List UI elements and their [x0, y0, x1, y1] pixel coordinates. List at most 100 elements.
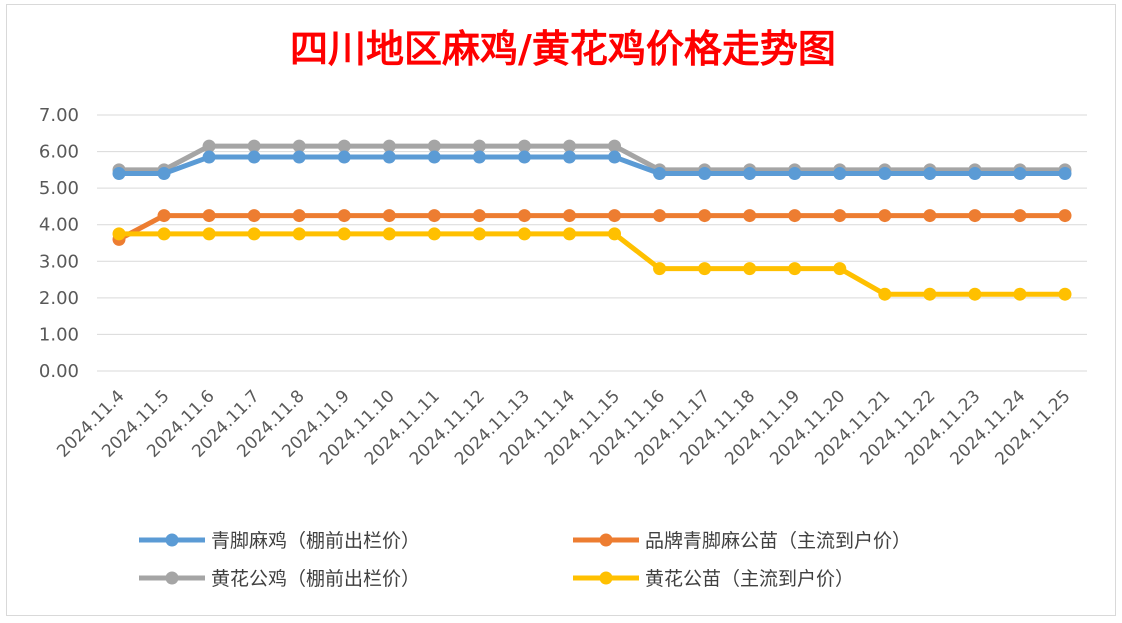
- data-point: [788, 262, 802, 276]
- legend-label: 品牌青脚麻公苗（主流到户价）: [645, 530, 911, 552]
- data-point: [743, 209, 757, 223]
- series-line: [119, 143, 1065, 173]
- y-tick-label: 7.00: [39, 105, 79, 126]
- data-point: [292, 139, 306, 153]
- data-point: [968, 209, 982, 223]
- data-point: [968, 287, 982, 301]
- data-point: [427, 139, 441, 153]
- data-point: [1013, 287, 1027, 301]
- data-point: [698, 209, 712, 223]
- series-line: [119, 231, 1065, 297]
- data-point: [608, 209, 622, 223]
- data-point: [517, 227, 531, 241]
- data-point: [562, 209, 576, 223]
- data-point: [472, 139, 486, 153]
- data-point: [157, 227, 171, 241]
- data-point: [608, 139, 622, 153]
- data-point: [382, 227, 396, 241]
- data-point: [608, 150, 622, 164]
- data-point: [788, 167, 802, 181]
- data-point: [743, 167, 757, 181]
- series-1: [112, 150, 1072, 181]
- data-point: [1058, 209, 1072, 223]
- series-2: [112, 209, 1072, 246]
- legend[interactable]: 青脚麻鸡（棚前出栏价） 品牌青脚麻公苗（主流到户价） 黄花公鸡（棚前出栏价） 黄花公苗…: [139, 530, 911, 590]
- data-point: [112, 167, 126, 181]
- data-point: [247, 139, 261, 153]
- data-point: [698, 262, 712, 276]
- legend-item[interactable]: 黄花公鸡（棚前出栏价）: [139, 568, 420, 590]
- data-point: [247, 150, 261, 164]
- y-tick-label: 5.00: [39, 178, 79, 199]
- data-point: [517, 150, 531, 164]
- data-point: [653, 209, 667, 223]
- data-point: [202, 227, 216, 241]
- data-point: [608, 227, 622, 241]
- legend-item[interactable]: 黄花公苗（主流到户价）: [573, 568, 854, 590]
- series-line: [117, 213, 1065, 242]
- data-point: [562, 139, 576, 153]
- data-point: [202, 139, 216, 153]
- data-point: [472, 227, 486, 241]
- chart-title: 四川地区麻鸡/黄花鸡价格走势图: [290, 26, 836, 71]
- data-point: [202, 150, 216, 164]
- data-point: [1058, 287, 1072, 301]
- data-point: [562, 150, 576, 164]
- data-point: [878, 209, 892, 223]
- data-point: [1013, 209, 1027, 223]
- data-point: [337, 227, 351, 241]
- data-point: [382, 150, 396, 164]
- legend-swatch-marker: [599, 533, 613, 547]
- data-point: [517, 209, 531, 223]
- y-axis-ticks: 0.00 1.00 2.00 3.00 4.00 5.00 6.00 7.00: [39, 105, 79, 382]
- legend-label: 青脚麻鸡（棚前出栏价）: [211, 530, 420, 552]
- data-point: [292, 150, 306, 164]
- y-tick-label: 1.00: [39, 324, 79, 345]
- data-point: [472, 209, 486, 223]
- data-point: [698, 167, 712, 181]
- series-4: [112, 227, 1072, 301]
- x-axis-ticks: 2024.11.42024.11.52024.11.62024.11.72024…: [53, 386, 1074, 469]
- data-point: [923, 287, 937, 301]
- data-point: [337, 139, 351, 153]
- legend-swatch-marker: [165, 571, 179, 585]
- legend-label: 黄花公鸡（棚前出栏价）: [211, 568, 420, 590]
- data-point: [427, 150, 441, 164]
- data-point: [427, 209, 441, 223]
- y-tick-label: 4.00: [39, 215, 79, 236]
- data-point: [112, 227, 126, 241]
- data-point: [562, 227, 576, 241]
- data-point: [833, 209, 847, 223]
- data-point: [788, 209, 802, 223]
- series-line: [119, 154, 1065, 177]
- series-layer: [112, 139, 1072, 301]
- gridlines: [97, 114, 1087, 372]
- data-point: [382, 139, 396, 153]
- y-tick-label: 3.00: [39, 251, 79, 272]
- chart-svg: 四川地区麻鸡/黄花鸡价格走势图 0.00 1.00 2.00 3.00 4.00 5.00…: [39, 26, 1087, 590]
- data-point: [653, 262, 667, 276]
- y-tick-label: 6.00: [39, 142, 79, 163]
- data-point: [923, 167, 937, 181]
- data-point: [1013, 167, 1027, 181]
- legend-item[interactable]: 品牌青脚麻公苗（主流到户价）: [573, 530, 911, 552]
- data-point: [878, 287, 892, 301]
- y-tick-label: 0.00: [39, 361, 79, 382]
- data-point: [247, 227, 261, 241]
- data-point: [292, 227, 306, 241]
- data-point: [968, 167, 982, 181]
- data-point: [923, 209, 937, 223]
- data-point: [382, 209, 396, 223]
- legend-swatch-marker: [599, 571, 613, 585]
- data-point: [833, 167, 847, 181]
- data-point: [743, 262, 757, 276]
- data-point: [337, 150, 351, 164]
- data-point: [427, 227, 441, 241]
- y-tick-label: 2.00: [39, 288, 79, 309]
- chart-frame: 四川地区麻鸡/黄花鸡价格走势图 0.00 1.00 2.00 3.00 4.00 5.00…: [6, 4, 1116, 616]
- data-point: [1058, 167, 1072, 181]
- legend-item[interactable]: 青脚麻鸡（棚前出栏价）: [139, 530, 420, 552]
- legend-label: 黄花公苗（主流到户价）: [645, 568, 854, 590]
- data-point: [157, 167, 171, 181]
- data-point: [202, 209, 216, 223]
